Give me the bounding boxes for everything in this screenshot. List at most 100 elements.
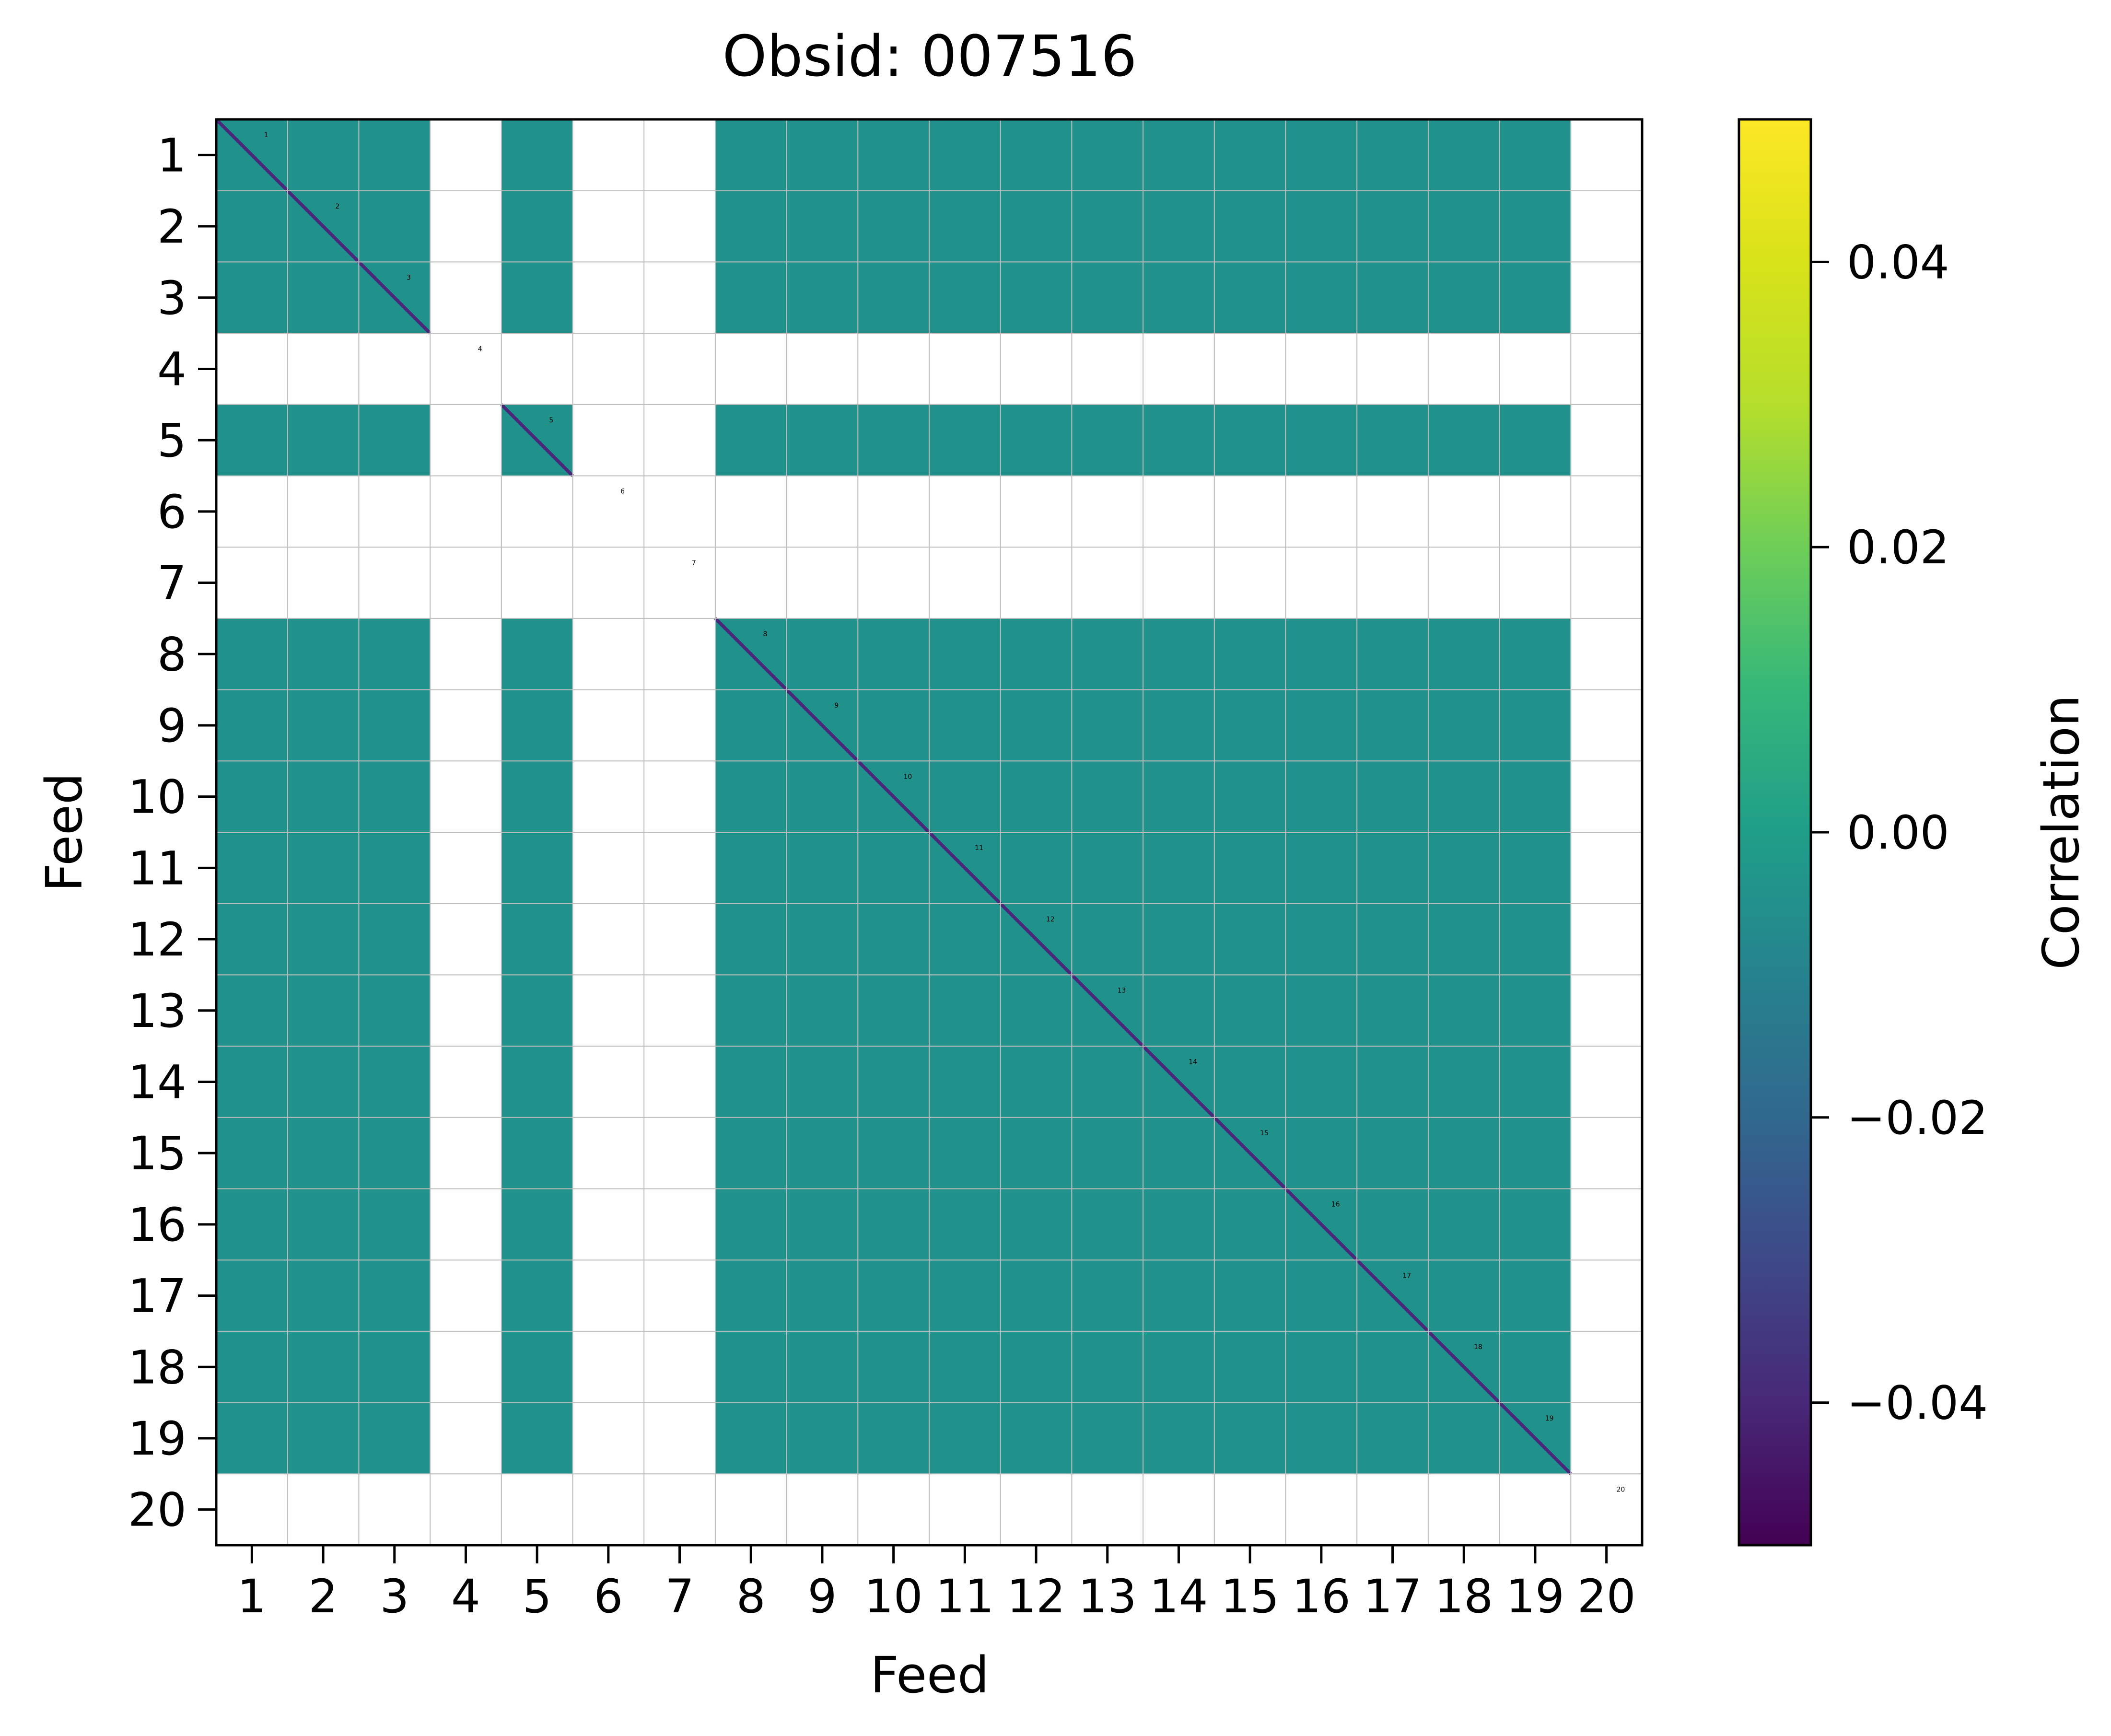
y-tick-label: 9 (157, 699, 187, 753)
diagonal-label-3: 3 (407, 274, 411, 282)
heatmap-cell-8-9 (786, 618, 858, 690)
heatmap-cell-19-12 (1000, 1402, 1072, 1474)
heatmap-cell-14-1 (216, 1046, 288, 1118)
heatmap-cell-3-10 (858, 262, 929, 334)
heatmap-cell-1-17 (1357, 119, 1428, 191)
heatmap-cell-9-10 (858, 689, 929, 761)
x-axis-label: Feed (870, 1646, 989, 1704)
x-tick-label: 13 (1078, 1570, 1137, 1623)
diagonal-mark-5 (500, 403, 574, 477)
heatmap-cell-19-3 (359, 1402, 431, 1474)
plot-frame (215, 118, 1644, 1547)
heatmap-cell-17-15 (1214, 1260, 1286, 1331)
heatmap-cell-12-17 (1357, 903, 1428, 975)
heatmap-cell-12-16 (1285, 903, 1357, 975)
y-tick-label: 4 (157, 342, 187, 396)
heatmap-cell-5-19 (1499, 404, 1571, 476)
heatmap-cell-13-16 (1285, 975, 1357, 1047)
diagonal-label-15: 15 (1260, 1130, 1269, 1137)
heatmap-cell-19-2 (287, 1402, 359, 1474)
y-tick-label: 13 (128, 984, 187, 1038)
heatmap-cell-12-13 (1072, 903, 1143, 975)
heatmap-cell-3-1 (216, 262, 288, 334)
diagonal-label-19: 19 (1545, 1415, 1554, 1422)
heatmap-cell-5-18 (1428, 404, 1500, 476)
heatmap-cell-16-2 (287, 1188, 359, 1260)
heatmap-cell-1-9 (786, 119, 858, 191)
heatmap-cell-5-8 (715, 404, 787, 476)
heatmap-cell-9-16 (1285, 689, 1357, 761)
heatmap-cell-1-5 (501, 119, 573, 191)
heatmap-cell-13-3 (359, 975, 431, 1047)
heatmap-cell-8-3 (359, 618, 431, 690)
colorbar-label: Correlation (2032, 695, 2090, 969)
heatmap-cell-9-3 (359, 689, 431, 761)
heatmap-cell-9-18 (1428, 689, 1500, 761)
heatmap-cell-17-2 (287, 1260, 359, 1331)
heatmap-cell-17-19 (1499, 1260, 1571, 1331)
heatmap-cell-19-13 (1072, 1402, 1143, 1474)
heatmap-cell-11-5 (501, 832, 573, 904)
x-tick-label: 15 (1221, 1570, 1279, 1623)
heatmap-cell-17-18 (1428, 1260, 1500, 1331)
heatmap-cell-15-14 (1143, 1117, 1214, 1189)
heatmap-cell-1-13 (1072, 119, 1143, 191)
y-tick-label: 7 (157, 557, 187, 610)
heatmap-cell-9-8 (715, 689, 787, 761)
x-tick-label: 6 (594, 1570, 623, 1623)
chart-title: Obsid: 007516 (723, 23, 1137, 89)
heatmap-cell-9-15 (1214, 689, 1286, 761)
heatmap-cells (215, 118, 1572, 1475)
heatmap-cell-14-16 (1285, 1046, 1357, 1118)
heatmap-cell-16-11 (929, 1188, 1001, 1260)
heatmap-cell-3-13 (1072, 262, 1143, 334)
x-tick-label: 18 (1435, 1570, 1493, 1623)
heatmap-cell-12-15 (1214, 903, 1286, 975)
heatmap-cell-15-16 (1285, 1117, 1357, 1189)
heatmap-cell-11-19 (1499, 832, 1571, 904)
heatmap-cell-1-12 (1000, 119, 1072, 191)
heatmap-cell-3-16 (1285, 262, 1357, 334)
colorbar-tick-label: −0.04 (1847, 1376, 1988, 1430)
heatmap-cell-10-17 (1357, 761, 1428, 832)
diagonal-label-8: 8 (763, 630, 768, 638)
heatmap-cell-16-15 (1214, 1188, 1286, 1260)
heatmap-cell-16-14 (1143, 1188, 1214, 1260)
heatmap-cell-14-13 (1072, 1046, 1143, 1118)
heatmap-cell-15-2 (287, 1117, 359, 1189)
heatmap-cell-3-19 (1499, 262, 1571, 334)
heatmap-cell-9-1 (216, 689, 288, 761)
heatmap-cell-3-15 (1214, 262, 1286, 334)
y-axis-label: Feed (35, 773, 93, 892)
diagonal-label-18: 18 (1474, 1343, 1482, 1351)
diagonal-mark-12 (999, 902, 1073, 976)
heatmap-cell-16-9 (786, 1188, 858, 1260)
diagonal-label-5: 5 (549, 417, 553, 424)
colorbar-tick-label: 0.02 (1847, 521, 1949, 574)
heatmap-cell-5-2 (287, 404, 359, 476)
y-tick-label: 3 (157, 271, 187, 325)
heatmap-cell-13-15 (1214, 975, 1286, 1047)
heatmap-cell-1-16 (1285, 119, 1357, 191)
heatmap-cell-17-16 (1285, 1260, 1357, 1331)
y-tick-label: 16 (128, 1198, 187, 1252)
diagonal-mark-9 (785, 688, 859, 762)
heatmap-cell-5-15 (1214, 404, 1286, 476)
heatmap-cell-8-13 (1072, 618, 1143, 690)
y-tick-label: 17 (128, 1270, 187, 1323)
heatmap-cell-8-5 (501, 618, 573, 690)
heatmap-cell-2-19 (1499, 190, 1571, 262)
heatmap-cell-5-3 (359, 404, 431, 476)
diagonal-mark-10 (856, 759, 931, 834)
heatmap-cell-17-14 (1143, 1260, 1214, 1331)
diagonal-label-11: 11 (975, 844, 983, 852)
heatmap-cell-11-16 (1285, 832, 1357, 904)
heatmap-cell-12-18 (1428, 903, 1500, 975)
heatmap-cell-8-16 (1285, 618, 1357, 690)
colorbar-tick-label: 0.04 (1847, 235, 1949, 289)
diagonal-label-12: 12 (1046, 916, 1055, 923)
heatmap-cell-2-9 (786, 190, 858, 262)
heatmap-cell-19-5 (501, 1402, 573, 1474)
